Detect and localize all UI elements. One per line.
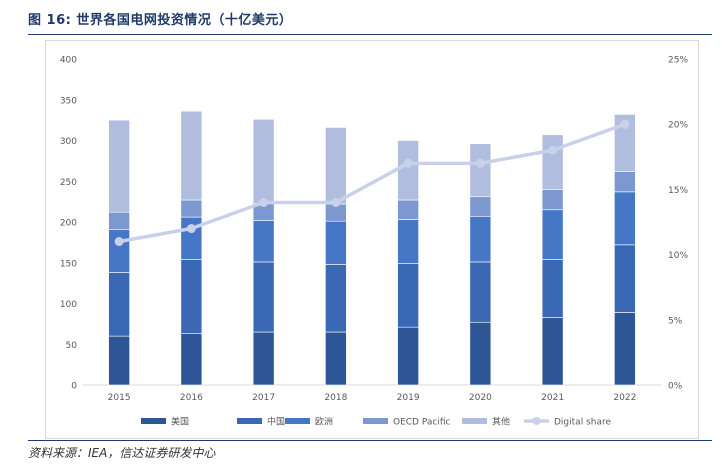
digital-share-point [186,224,196,234]
y-tick-label: 150 [60,259,77,269]
x-tick-label: 2019 [397,393,420,403]
legend-swatch [141,418,166,424]
digital-share-point [548,145,558,155]
bar-segment [614,312,636,386]
x-tick-label: 2018 [324,393,347,403]
y-tick-label: 250 [60,178,77,188]
legend-label: 其他 [492,416,510,428]
bar-segment [180,110,203,201]
bar-segment [541,317,564,386]
legend-label: 中国 [267,416,285,428]
bar-segment [397,199,419,220]
bar-segment [108,335,130,386]
y-tick-label: 0 [71,382,77,392]
legend-label: 欧洲 [315,416,333,428]
bar-segment [252,220,275,263]
legend-swatch [462,418,487,424]
digital-share-point [475,158,485,168]
x-tick-label: 2015 [108,393,131,403]
y-tick-label: 100 [60,300,77,310]
source-note: 资料来源：IEA，信达证券研发中心 [28,446,216,460]
x-tick-label: 2016 [180,393,203,403]
bar-segment [108,211,130,230]
bar-segment [252,331,275,386]
digital-share-point [403,158,413,168]
bar-segment [180,216,203,260]
y-tick-label: 300 [60,137,77,147]
y2-tick-label: 5% [668,316,683,326]
y2-tick-label: 0% [668,382,683,392]
digital-share-point [259,197,269,207]
x-tick-label: 2020 [469,393,492,403]
source-rule [28,440,712,441]
legend-label: OECD Pacific [393,418,451,428]
title-rule [28,34,712,35]
bar-segment [325,331,347,386]
bar-segment [614,191,636,246]
bar-segment [180,333,203,386]
bar-segment [397,263,419,328]
y2-tick-label: 20% [668,121,688,131]
bar-segment [108,272,130,337]
bar-segment [469,196,492,217]
bar-segment [541,134,564,190]
bar-segment [397,219,419,264]
bar-segment [252,119,275,204]
y2-tick-label: 25% [668,56,688,66]
bar-segment [614,171,636,193]
bar-segment [469,143,492,198]
bar-segment [541,189,564,211]
chart: 0 50 100 150 200 250 300 350 400 0% 5% 10% 15% 20% 25%… [60,56,689,428]
bar-segment [469,215,492,263]
legend-swatch [285,418,310,424]
legend-label: 美国 [171,416,189,428]
legend-label: Digital share [554,418,611,428]
bar-segment [325,264,347,333]
bar-segment [180,259,203,334]
x-tick-label: 2017 [252,393,275,403]
bar-segment [252,261,275,333]
bar-segment [614,244,636,313]
x-tick-label: 2022 [613,393,636,403]
y-tick-label: 50 [66,341,78,351]
bar-segment [180,199,203,218]
digital-share-point [331,197,341,207]
chart-frame: 0 50 100 150 200 250 300 350 400 0% 5% 10% 15% 20% 25%… [45,40,699,439]
digital-share-point [620,119,630,129]
digital-share-line [118,122,626,244]
legend-swatch [363,418,388,424]
figure-title: 图 16: 世界各国电网投资情况（十亿美元） [28,13,293,28]
y2-tick-label: 15% [668,186,688,196]
bar-segment [397,140,419,201]
y2-tick-label: 10% [668,251,688,261]
y-tick-label: 350 [60,96,77,106]
y-tick-label: 400 [60,56,77,66]
bar-segment [108,229,130,273]
bar-segment [108,119,130,213]
bar-segment [469,261,492,323]
legend-swatch [532,417,541,425]
bar-segment [614,114,636,172]
bar-segment [325,127,347,205]
bar-segment [541,209,564,260]
bar-segment [325,220,347,265]
legend-swatch [237,418,262,424]
y-tick-label: 200 [60,219,77,229]
bar-segment [541,259,564,318]
bar-segment [397,326,419,386]
digital-share-point [114,237,124,247]
bar-segment [469,321,492,386]
x-tick-label: 2021 [541,393,564,403]
